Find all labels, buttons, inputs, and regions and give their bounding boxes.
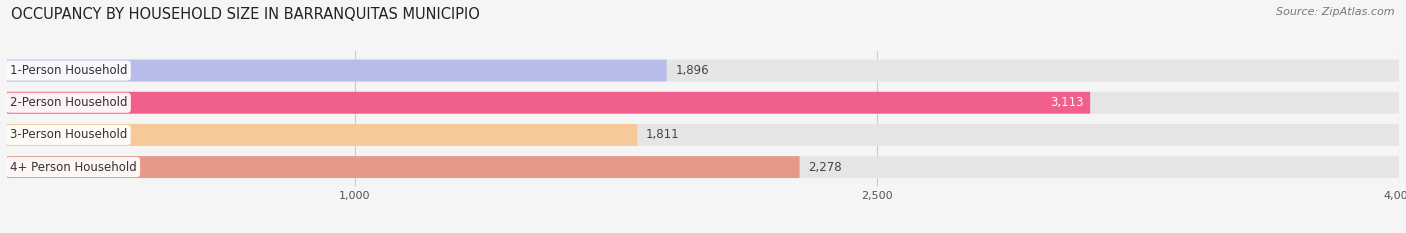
FancyBboxPatch shape xyxy=(7,60,1399,82)
FancyBboxPatch shape xyxy=(7,60,666,82)
Text: 4+ Person Household: 4+ Person Household xyxy=(10,161,136,174)
FancyBboxPatch shape xyxy=(7,92,1090,114)
FancyBboxPatch shape xyxy=(7,156,800,178)
Text: 1,811: 1,811 xyxy=(645,128,679,141)
Text: 2-Person Household: 2-Person Household xyxy=(10,96,128,109)
FancyBboxPatch shape xyxy=(7,124,637,146)
Text: 1,896: 1,896 xyxy=(675,64,709,77)
FancyBboxPatch shape xyxy=(7,124,1399,146)
FancyBboxPatch shape xyxy=(7,156,1399,178)
Text: 2,278: 2,278 xyxy=(808,161,842,174)
Text: 1-Person Household: 1-Person Household xyxy=(10,64,128,77)
Text: Source: ZipAtlas.com: Source: ZipAtlas.com xyxy=(1277,7,1395,17)
FancyBboxPatch shape xyxy=(7,92,1399,114)
Text: OCCUPANCY BY HOUSEHOLD SIZE IN BARRANQUITAS MUNICIPIO: OCCUPANCY BY HOUSEHOLD SIZE IN BARRANQUI… xyxy=(11,7,479,22)
Text: 3-Person Household: 3-Person Household xyxy=(10,128,127,141)
Text: 3,113: 3,113 xyxy=(1050,96,1084,109)
